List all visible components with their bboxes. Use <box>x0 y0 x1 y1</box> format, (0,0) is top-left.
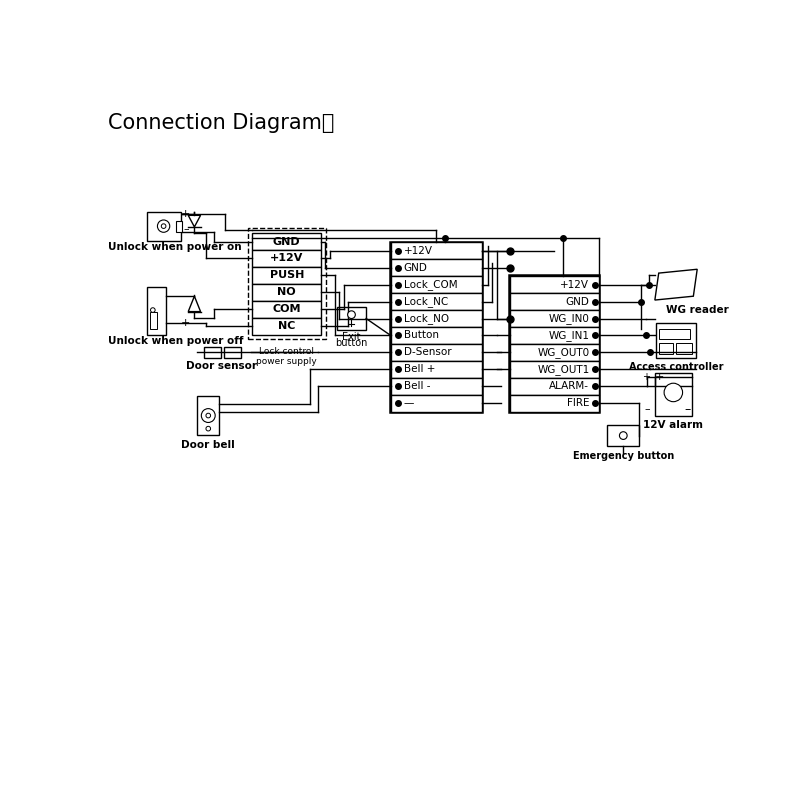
Text: Lock_COM: Lock_COM <box>404 279 458 290</box>
Text: WG_OUT1: WG_OUT1 <box>537 364 590 375</box>
Bar <box>252 318 322 334</box>
Bar <box>390 259 482 276</box>
Text: 12V alarm: 12V alarm <box>643 420 703 430</box>
Bar <box>150 311 157 329</box>
Bar <box>198 396 219 435</box>
Bar <box>252 233 322 250</box>
Circle shape <box>619 432 627 439</box>
Bar <box>390 276 482 293</box>
Text: Unlock when power off: Unlock when power off <box>108 336 244 346</box>
Circle shape <box>206 414 210 418</box>
Bar <box>659 343 674 354</box>
Bar <box>390 242 482 413</box>
Bar <box>510 361 598 378</box>
Text: +12V: +12V <box>270 254 303 263</box>
Text: GND: GND <box>566 297 590 306</box>
Text: –: – <box>645 404 650 414</box>
Text: –: – <box>684 403 690 416</box>
Text: PUSH: PUSH <box>270 270 304 281</box>
Bar <box>510 275 599 413</box>
Text: +: + <box>182 209 190 219</box>
Text: Exit: Exit <box>342 332 361 342</box>
Text: WG_IN1: WG_IN1 <box>549 330 590 341</box>
Bar <box>390 378 482 394</box>
Text: Door bell: Door bell <box>182 440 235 450</box>
Circle shape <box>202 409 215 422</box>
Bar <box>510 293 598 310</box>
Bar <box>252 284 322 301</box>
Text: +: + <box>654 372 664 382</box>
Bar <box>390 293 482 310</box>
Text: GND: GND <box>404 262 428 273</box>
Bar <box>247 229 326 339</box>
Bar <box>510 276 598 293</box>
Bar <box>390 344 482 361</box>
Bar <box>390 310 482 327</box>
Text: +12V: +12V <box>404 246 433 256</box>
Text: Lock_NC: Lock_NC <box>404 296 448 307</box>
Text: Access controller: Access controller <box>629 362 724 373</box>
Bar <box>252 267 322 284</box>
Bar <box>510 310 598 327</box>
Bar <box>655 373 692 415</box>
Text: GND: GND <box>273 237 301 246</box>
Text: +12V: +12V <box>561 280 590 290</box>
Text: ALARM-: ALARM- <box>550 382 590 391</box>
Text: Unlock when power on: Unlock when power on <box>108 242 242 252</box>
Bar <box>146 287 166 334</box>
Text: Lock_NO: Lock_NO <box>404 313 449 324</box>
Bar <box>510 378 598 394</box>
Text: WG_IN0: WG_IN0 <box>549 313 590 324</box>
Bar <box>390 361 482 378</box>
Bar <box>656 323 697 358</box>
Text: Bell -: Bell - <box>404 382 430 391</box>
Bar <box>176 221 182 231</box>
Bar <box>390 242 482 259</box>
Text: Emergency button: Emergency button <box>573 451 674 461</box>
Text: Bell +: Bell + <box>404 364 435 374</box>
Text: +: + <box>642 372 650 382</box>
Circle shape <box>150 308 155 312</box>
Text: WG reader: WG reader <box>666 305 729 314</box>
Bar <box>146 211 182 241</box>
Text: –: – <box>183 291 189 301</box>
Text: –: – <box>183 224 189 234</box>
Bar <box>225 347 242 358</box>
Text: +: + <box>182 318 190 328</box>
Text: Button: Button <box>404 330 439 341</box>
Text: WG_OUT0: WG_OUT0 <box>538 347 590 358</box>
Bar <box>510 394 598 412</box>
Bar <box>677 343 692 354</box>
Bar <box>659 329 690 339</box>
Bar <box>510 344 598 361</box>
Text: Connection Diagram：: Connection Diagram： <box>108 113 334 133</box>
Bar <box>337 307 366 330</box>
Bar <box>205 347 222 358</box>
Circle shape <box>158 220 170 232</box>
Bar <box>510 327 598 344</box>
Bar <box>252 250 322 267</box>
Text: Lock control
power supply: Lock control power supply <box>257 347 317 366</box>
Bar <box>607 425 639 446</box>
Text: button: button <box>335 338 368 348</box>
Circle shape <box>664 383 682 402</box>
Text: Door sensor: Door sensor <box>186 361 257 371</box>
Circle shape <box>162 224 166 229</box>
Text: NC: NC <box>278 322 295 331</box>
Circle shape <box>206 426 210 431</box>
Text: —: — <box>404 398 414 408</box>
Text: D-Sensor: D-Sensor <box>404 347 451 358</box>
Circle shape <box>348 311 355 318</box>
Bar <box>390 327 482 344</box>
Text: NO: NO <box>278 287 296 298</box>
Bar <box>252 301 322 318</box>
Text: COM: COM <box>273 304 301 314</box>
Text: FIRE: FIRE <box>567 398 590 408</box>
Bar <box>390 394 482 412</box>
